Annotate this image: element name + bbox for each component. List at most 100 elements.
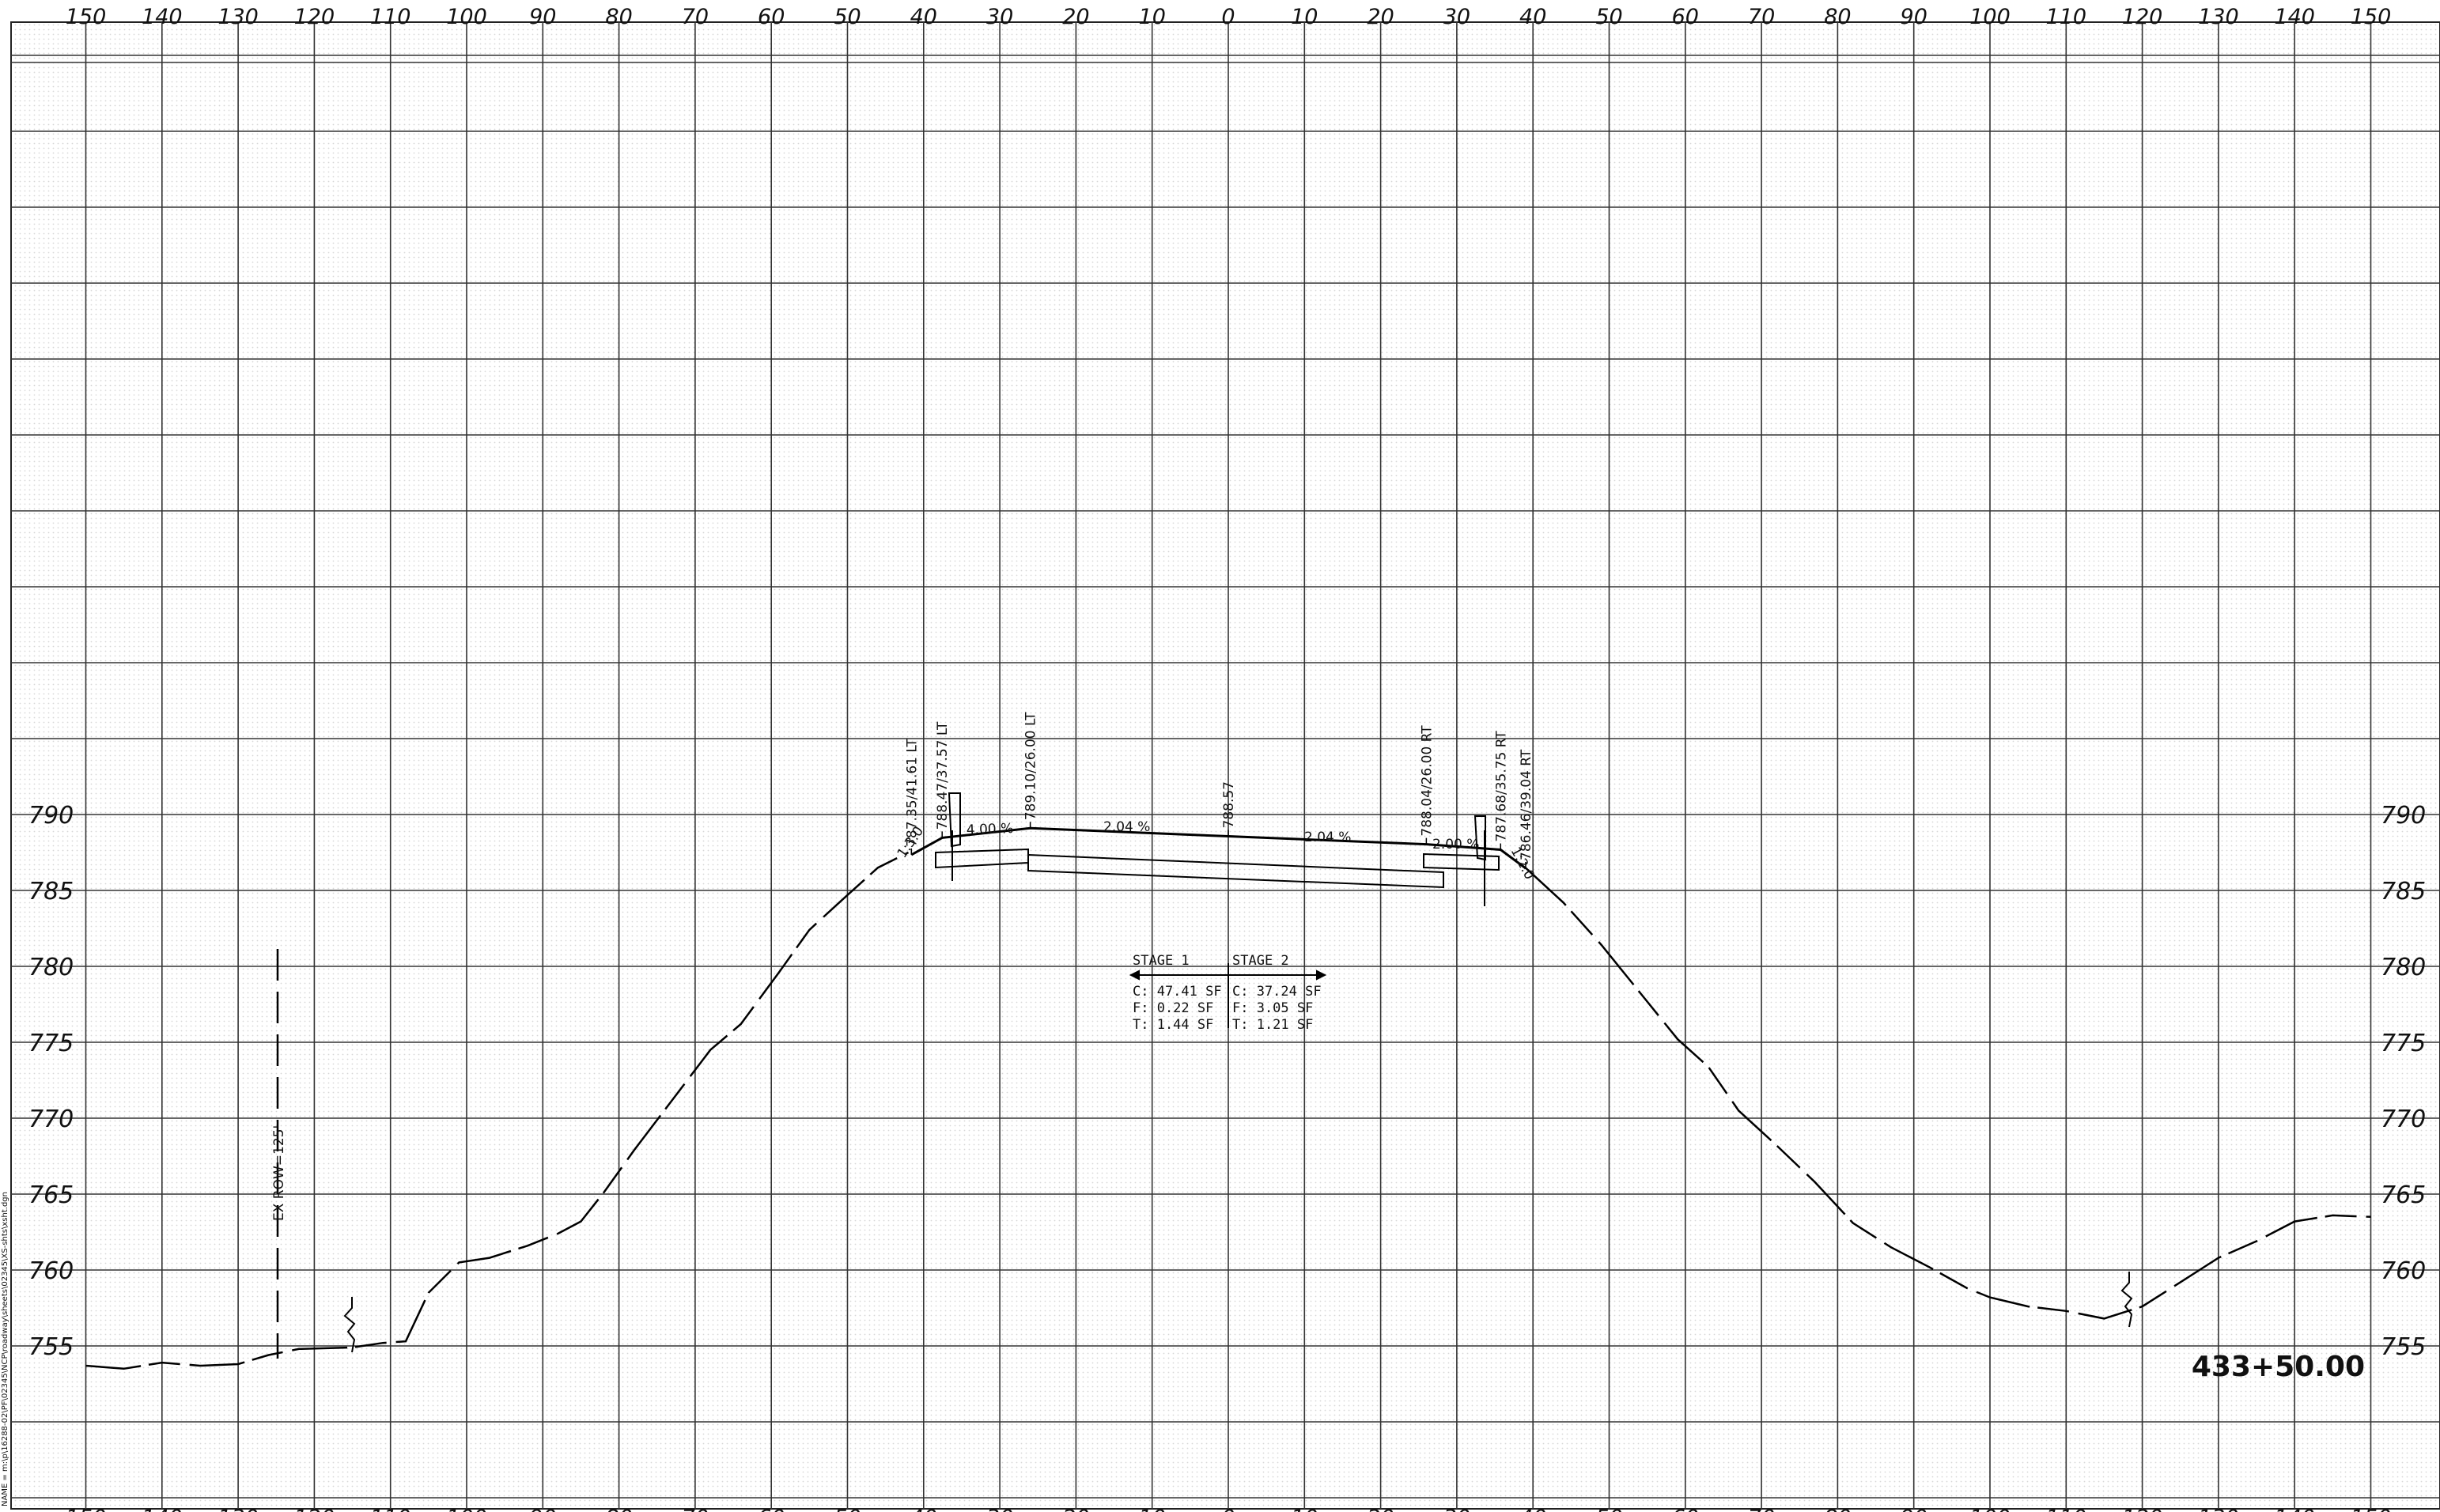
top-axis-tick-label: 110: [370, 5, 411, 29]
top-axis-tick-label: 110: [2046, 5, 2087, 29]
top-axis-tick-label: 140: [142, 5, 183, 29]
break-symbol-right: [2120, 1272, 2133, 1328]
existing-ground-line: [85, 851, 2371, 1370]
grid-background: [10, 21, 2440, 1510]
left-elevation-label: 780: [28, 954, 74, 981]
right-elevation-label: 775: [2381, 1030, 2426, 1057]
right-elevation-label: 790: [2381, 802, 2426, 830]
left-elevation-label: 785: [28, 878, 74, 905]
break-symbol-left: [343, 1297, 356, 1353]
elevation-offset-labels: 787.35/41.61 LT 788.47/37.57 LT 789.10/26.…: [904, 712, 1534, 868]
bottom-axis-tick-label: 60: [758, 1506, 785, 1512]
right-elevation-axis: 790 785 780 775 770 765 760 755: [2381, 802, 2426, 1361]
bottom-axis-tick-label: 60: [1672, 1506, 1699, 1512]
point-elevation-label: 786.46/39.04 RT: [1519, 749, 1534, 860]
bottom-axis-tick-label: 80: [605, 1506, 632, 1512]
left-curb: [948, 792, 961, 848]
top-axis-tick-label: 20: [1367, 5, 1394, 29]
slope-right-lane: 2.04 %: [1304, 830, 1351, 845]
top-axis-tick-label: 150: [2351, 5, 2392, 29]
left-elevation-label: 775: [28, 1030, 74, 1057]
bottom-axis-tick-label: 100: [446, 1506, 487, 1512]
left-elevation-label: 755: [28, 1333, 74, 1361]
bottom-axis-tick-label: 70: [682, 1506, 709, 1512]
bottom-axis-tick-label: 0: [1221, 1506, 1235, 1512]
file-path-note: NAME = m:\p\16288-02\PF\02345\NCP\roadwa…: [1, 1192, 9, 1506]
top-axis-tick-label: 80: [605, 5, 632, 29]
top-axis-tick-label: 130: [2198, 5, 2239, 29]
stage-1-quantities: STAGE 1 C: 47.41 SF F: 0.22 SF T: 1.44 S…: [1133, 953, 1222, 1033]
bottom-axis-tick-label: 70: [1748, 1506, 1775, 1512]
stage-2-cut: C: 37.24 SF: [1232, 984, 1322, 1000]
top-axis-tick-label: 60: [1672, 5, 1699, 29]
point-elevation-label: 787.68/35.75 RT: [1493, 731, 1509, 842]
top-axis-tick-label: 120: [294, 5, 335, 29]
top-axis-tick-label: 70: [1748, 5, 1775, 29]
top-axis-tick-label: 40: [910, 5, 937, 29]
bottom-axis-tick-label: 130: [2198, 1506, 2239, 1512]
row-marker: EX ROW=125': [271, 949, 287, 1359]
bottom-axis-tick-label: 130: [218, 1506, 259, 1512]
bottom-axis-tick-label: 10: [1139, 1506, 1166, 1512]
top-axis-tick-label: 130: [218, 5, 259, 29]
top-axis-tick-label: 100: [1969, 5, 2011, 29]
left-elevation-label: 765: [28, 1181, 74, 1209]
top-axis-tick-label: 10: [1291, 5, 1318, 29]
bottom-axis-tick-label: 10: [1291, 1506, 1318, 1512]
top-axis-tick-label: 120: [2122, 5, 2163, 29]
point-elevation-label: 789.10/26.00 LT: [1023, 712, 1039, 820]
stage-2-fill: F: 3.05 SF: [1232, 1000, 1313, 1016]
bottom-axis-tick-label: 140: [142, 1506, 183, 1512]
stage-1-cut: C: 47.41 SF: [1133, 984, 1222, 1000]
top-axis-tick-label: 100: [446, 5, 487, 29]
bottom-axis-tick-label: 40: [1519, 1506, 1546, 1512]
point-elevation-label: 788.47/37.57 LT: [935, 721, 951, 830]
grid-lines: [11, 22, 2440, 1509]
bottom-axis-tick-label: 120: [294, 1506, 335, 1512]
point-elevation-label: 788.04/26.00 RT: [1419, 725, 1435, 837]
left-elevation-label: 790: [28, 802, 74, 830]
bottom-axis-tick-label: 90: [1901, 1506, 1927, 1512]
right-elevation-label: 760: [2381, 1257, 2426, 1285]
top-axis-tick-label: 30: [986, 5, 1013, 29]
top-axis-tick-label: 40: [1519, 5, 1546, 29]
bottom-offset-axis: 1501401301201101009080706050403020100102…: [66, 1506, 2392, 1512]
top-axis-tick-label: 80: [1824, 5, 1851, 29]
bottom-axis-tick-label: 110: [2046, 1506, 2087, 1512]
top-axis-tick-label: 70: [682, 5, 709, 29]
right-elevation-label: 765: [2381, 1181, 2426, 1209]
slope-left-lane: 2.04 %: [1103, 819, 1150, 835]
bottom-axis-tick-label: 20: [1062, 1506, 1089, 1512]
bottom-axis-tick-label: 50: [834, 1506, 861, 1512]
slope-right-outer: 2.00 %: [1432, 837, 1479, 852]
top-axis-tick-label: 30: [1443, 5, 1470, 29]
stage-1-title: STAGE 1: [1133, 953, 1190, 969]
stage-arrow: [1129, 963, 1327, 1028]
slope-left-outer: 4.00 %: [966, 821, 1013, 838]
top-axis-tick-label: 150: [66, 5, 107, 29]
top-axis-tick-label: 60: [758, 5, 785, 29]
stage-2-quantities: STAGE 2 C: 37.24 SF F: 3.05 SF T: 1.21 S…: [1232, 953, 1322, 1033]
stage-2-title: STAGE 2: [1232, 953, 1289, 969]
bottom-axis-tick-label: 20: [1367, 1506, 1394, 1512]
bottom-axis-tick-label: 120: [2122, 1506, 2163, 1512]
bottom-axis-tick-label: 140: [2274, 1506, 2315, 1512]
stage-1-fill: F: 0.22 SF: [1133, 1000, 1213, 1016]
station-label: 433+50.00: [2192, 1351, 2365, 1383]
left-elevation-axis: 790 785 780 775 770 765 760 755: [28, 802, 74, 1361]
main-subbase: [1027, 853, 1444, 889]
bottom-axis-tick-label: 30: [986, 1506, 1013, 1512]
left-elevation-label: 770: [28, 1106, 74, 1133]
right-elevation-label: 755: [2381, 1333, 2426, 1361]
top-axis-tick-label: 50: [834, 5, 861, 29]
top-axis-tick-label: 90: [529, 5, 556, 29]
stage-1-topsoil: T: 1.44 SF: [1133, 1017, 1213, 1033]
right-subbase: [1423, 852, 1500, 871]
bottom-axis-tick-label: 150: [66, 1506, 107, 1512]
top-axis-tick-label: 20: [1062, 5, 1089, 29]
bottom-axis-tick-label: 50: [1595, 1506, 1622, 1512]
top-axis-tick-label: 90: [1901, 5, 1927, 29]
point-elevation-label: 788.57: [1221, 781, 1237, 828]
top-axis-tick-label: 50: [1595, 5, 1622, 29]
